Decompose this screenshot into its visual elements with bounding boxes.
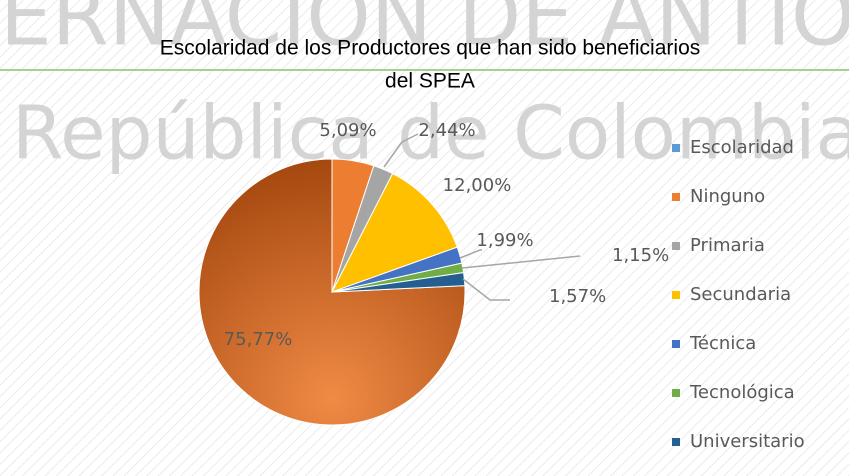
legend-label: Secundaria	[690, 284, 791, 305]
data-label: 1,57%	[549, 286, 606, 307]
legend-swatch	[672, 438, 680, 446]
legend-label: Primaria	[690, 235, 765, 256]
pie-slice	[330, 172, 458, 293]
legend-swatch	[672, 291, 680, 299]
chart-title: del SPEA	[385, 70, 475, 93]
leader-line	[461, 255, 581, 269]
legend-label: Técnica	[689, 333, 756, 354]
leader-line	[462, 278, 510, 301]
legend-swatch	[672, 242, 680, 250]
legend-swatch	[672, 144, 680, 152]
data-label: 2,44%	[418, 120, 475, 141]
data-label: 75,77%	[224, 329, 293, 350]
legend-swatch	[672, 340, 680, 348]
data-label: 5,09%	[319, 120, 376, 141]
legend-label: Escolaridad	[690, 137, 794, 158]
chart-title: Escolaridad de los Productores que han s…	[160, 37, 701, 60]
data-label: 1,15%	[612, 245, 669, 266]
pie-slice	[331, 272, 466, 293]
data-label: 12,00%	[443, 175, 512, 196]
leader-line	[459, 249, 482, 259]
data-label: 1,99%	[476, 230, 533, 251]
legend-swatch	[672, 389, 680, 397]
leader-line	[383, 133, 419, 168]
watermark: República de Colombia	[12, 91, 849, 177]
legend-swatch	[672, 193, 680, 201]
legend-label: Universitario	[690, 431, 805, 452]
legend-label: Tecnológica	[689, 382, 795, 403]
watermark: ERNACION DE ANTIO	[0, 0, 849, 64]
legend-label: Ninguno	[690, 186, 765, 207]
